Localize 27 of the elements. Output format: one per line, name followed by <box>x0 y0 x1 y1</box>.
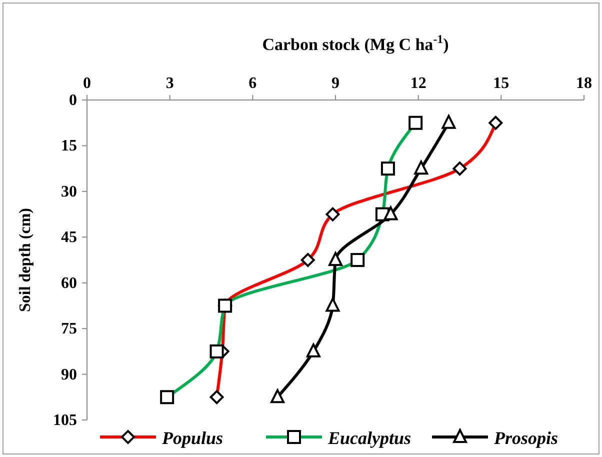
x-tick-label: 3 <box>166 75 174 92</box>
point <box>306 343 320 358</box>
x-tick-label: 18 <box>576 75 592 92</box>
legend-label: Populus <box>161 428 224 448</box>
y-tick-label: 105 <box>53 412 77 429</box>
point <box>326 298 340 312</box>
y-tick-label: 75 <box>61 320 77 338</box>
y-tick-label: 15 <box>61 138 77 155</box>
point <box>414 160 428 175</box>
y-tick-label: 90 <box>61 366 77 384</box>
x-tick-label: 12 <box>410 75 426 92</box>
y-tick-label: 60 <box>61 274 77 292</box>
point <box>270 389 285 404</box>
x-tick-label: 15 <box>493 75 510 92</box>
x-tick-label: 9 <box>332 75 340 92</box>
point <box>384 206 398 220</box>
x-axis-title: Carbon stock (Mg C ha$^{-1}$) <box>262 32 449 54</box>
x-tick-label: 0 <box>83 75 91 92</box>
point <box>442 114 456 129</box>
legend-label: Prosopis <box>493 428 558 448</box>
x-tick-label: 6 <box>248 75 257 92</box>
legend-label: Eucalyptus <box>327 428 412 448</box>
y-tick-label: 45 <box>61 229 77 246</box>
y-tick-label: 30 <box>61 183 77 200</box>
y-tick-label: 0 <box>69 92 77 109</box>
point <box>328 252 342 266</box>
y-axis-title: Soil depth (cm) <box>17 208 34 312</box>
